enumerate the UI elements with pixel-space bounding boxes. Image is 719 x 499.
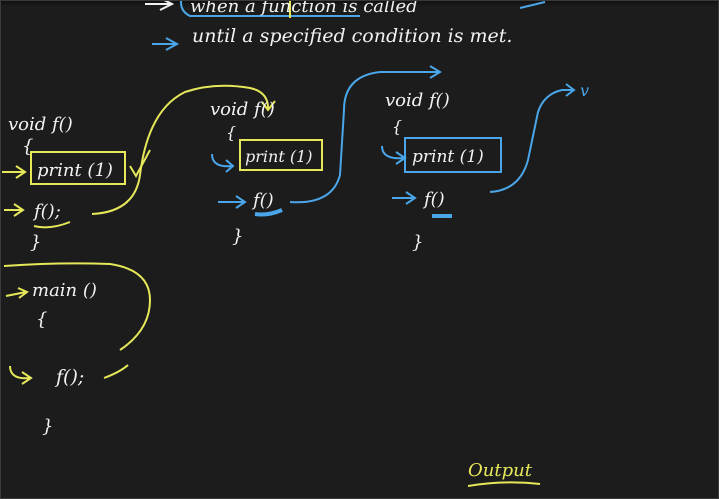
call-frame-3: void f() { print (1) f() }	[381, 90, 502, 253]
frame-3-print-stmt: print (1)	[412, 147, 484, 167]
frame-2-arrow-call	[218, 195, 247, 209]
frame-2-signature: void f()	[210, 99, 275, 120]
recursion-arrow-1-to-2	[91, 84, 269, 215]
call-frame-2: void f() { print (1) f() }	[210, 99, 323, 247]
main-open-brace: {	[36, 309, 47, 330]
frame-2-print-stmt: print (1)	[245, 147, 313, 166]
continuation-mark: v	[580, 81, 589, 100]
frame-3-arrow-call	[392, 191, 417, 205]
main-close-brace: }	[42, 416, 53, 437]
header-blue-tail	[519, 1, 546, 9]
frame-2-open-brace: {	[226, 123, 236, 142]
frame-3-call-stmt: f()	[422, 189, 445, 210]
frame-3-close-brace: }	[412, 232, 423, 253]
main-function: main () { f(); }	[3, 262, 152, 437]
frame-3-print-box	[404, 137, 502, 173]
frame-2-call-stmt: f()	[251, 190, 274, 211]
frame-2-arrow-print	[211, 153, 235, 173]
main-signature: main ()	[32, 280, 97, 301]
header: when a function is called until a specif…	[145, 0, 546, 51]
output-label: Output	[468, 460, 533, 481]
recursion-arrow-3-head	[565, 83, 576, 97]
header-line-2: until a specified condition is met.	[192, 25, 512, 47]
main-enclosure-curve	[3, 262, 152, 351]
call-frame-1: void f() { print (1) f(); }	[2, 114, 151, 253]
main-call-link	[103, 364, 129, 379]
frame-1-call-stmt: f();	[32, 201, 61, 222]
recursion-arrow-3-onward	[489, 89, 572, 193]
recursion-arrow-2-head	[429, 65, 442, 79]
output-underline	[467, 481, 541, 487]
frame-1-print-box	[30, 151, 126, 185]
recursion-arrow-1-head	[261, 100, 276, 112]
frame-1-arrow-call	[4, 203, 25, 217]
main-call-stmt: f();	[54, 366, 84, 388]
header-arrow-1	[145, 0, 175, 11]
frame-3-open-brace: {	[392, 117, 402, 136]
frame-3-arrow-print	[381, 145, 407, 165]
top-edge-shadow	[0, 0, 719, 6]
frame-2-call-underline	[254, 208, 283, 217]
frame-2-close-brace: }	[232, 226, 243, 247]
header-line-1: when a function is called	[190, 0, 418, 17]
main-call-arrow	[9, 365, 33, 385]
frame-1-arrow-print	[2, 165, 27, 179]
recursion-arrow-2-to-3	[289, 71, 438, 204]
frame-2-print-box	[239, 139, 323, 171]
header-underline-blue	[180, 0, 360, 17]
header-arrow-2	[152, 37, 180, 51]
frame-3-signature: void f()	[385, 90, 450, 111]
output-section: Output	[467, 460, 541, 487]
frame-1-open-brace: {	[22, 136, 33, 157]
frame-1-call-underline	[33, 221, 71, 229]
frame-1-close-brace: }	[30, 232, 41, 253]
frame-1-signature: void f()	[8, 114, 73, 135]
frame-1-check-icon	[129, 149, 151, 179]
main-entry-arrow	[5, 287, 29, 299]
frame-1-print-stmt: print (1)	[37, 160, 113, 181]
